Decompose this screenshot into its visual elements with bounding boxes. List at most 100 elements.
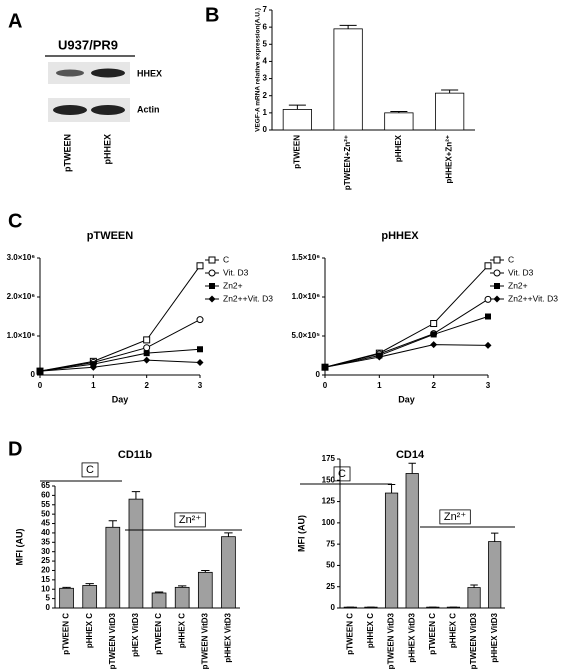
y-tick-label: 6: [263, 22, 268, 31]
y-tick-label: 3: [263, 74, 268, 83]
y-tick-label: 5: [46, 594, 51, 603]
series-line: [39, 265, 201, 372]
y-tick-label: 1.0×10⁶: [7, 331, 36, 340]
error-bar: [390, 110, 408, 113]
series-line: [324, 316, 489, 368]
y-tick-label: 0: [31, 370, 36, 379]
panel-label: A: [8, 10, 22, 32]
error-bar: [131, 491, 141, 500]
error-bar: [470, 584, 478, 588]
error-bar: [387, 484, 396, 494]
x-tick-label: 1: [91, 381, 96, 390]
legend-label: C: [223, 254, 229, 264]
x-tick-label: 2: [431, 381, 436, 390]
x-tick-label: 3: [486, 381, 491, 390]
marker: [209, 283, 215, 289]
x-axis-label: Day: [112, 394, 129, 404]
x-tick-label: pTWEEN VitD3: [469, 612, 478, 669]
x-tick-label: pHHEX C: [366, 613, 375, 648]
bar: [282, 109, 312, 131]
group-box: [174, 512, 206, 528]
series-line: [324, 298, 489, 368]
y-axis-label: MFI (AU): [14, 529, 24, 566]
series-line: [39, 348, 201, 372]
chart-title: pHHEX: [381, 230, 419, 242]
y-tick-label: 150: [322, 475, 336, 484]
legend-label: Zn2++Vit. D3: [508, 293, 558, 303]
group-box: [333, 466, 351, 482]
bar: [488, 541, 502, 609]
x-tick-label: 0: [323, 381, 328, 390]
y-tick-label: 0: [316, 370, 321, 379]
y-tick-label: 75: [326, 539, 335, 548]
blot-strip: [48, 62, 130, 84]
y-tick-label: 50: [41, 509, 50, 518]
y-tick-label: 100: [322, 518, 336, 527]
legend-label: Zn2++Vit. D3: [223, 293, 273, 303]
marker: [36, 367, 44, 375]
y-tick-label: 25: [326, 582, 335, 591]
x-tick-label: pTWEEN C: [62, 613, 71, 655]
band-label: HHEX: [137, 68, 162, 78]
marker: [493, 269, 501, 277]
x-tick-label: 0: [38, 381, 43, 390]
y-tick-label: 1: [263, 108, 268, 117]
marker: [375, 353, 383, 361]
marker: [484, 262, 492, 270]
x-tick-label: pTWEEN VitD3: [200, 612, 209, 669]
y-tick-label: 5: [263, 39, 268, 48]
x-tick-label: pHHEX C: [85, 613, 94, 648]
y-tick-label: 0: [46, 603, 51, 612]
bar: [467, 587, 481, 609]
error-bar: [154, 591, 164, 593]
marker: [485, 313, 491, 320]
y-tick-label: 45: [41, 519, 50, 528]
y-tick-label: 15: [41, 575, 50, 584]
y-tick-label: 5.0×10⁵: [292, 331, 321, 340]
marker: [196, 359, 204, 367]
error-bar: [85, 583, 94, 586]
x-tick-label: pHHEX C: [449, 613, 458, 648]
y-tick-label: 1.5×10⁶: [292, 253, 321, 262]
x-axis-label: Day: [398, 394, 415, 404]
marker: [143, 336, 151, 344]
y-tick-label: 0: [263, 125, 268, 134]
y-tick-label: 7: [263, 5, 268, 14]
legend-label: C: [508, 254, 514, 264]
x-tick-label: pHHEX: [394, 134, 403, 162]
bar: [128, 498, 144, 609]
marker: [208, 269, 216, 277]
group-box: [439, 509, 471, 525]
marker: [197, 346, 203, 353]
marker: [494, 283, 500, 289]
marker: [208, 256, 216, 264]
x-tick-label: pTWEEN VitD3: [387, 612, 396, 669]
x-tick-label: 3: [198, 381, 203, 390]
x-tick-label: 1: [377, 381, 382, 390]
bar: [174, 586, 190, 609]
x-tick-label: pTWEEN VitD3: [108, 612, 117, 669]
y-tick-label: 1.0×10⁶: [292, 292, 321, 301]
y-tick-label: 55: [41, 500, 50, 509]
bar: [82, 585, 98, 609]
group-label: Zn²⁺: [179, 514, 202, 526]
y-tick-label: 175: [322, 454, 336, 463]
bar: [435, 92, 465, 131]
error-bar: [62, 586, 71, 589]
marker: [208, 295, 216, 303]
group-label: C: [86, 464, 94, 476]
marker: [196, 316, 204, 324]
x-tick-label: pHHEX+Zn²⁺: [445, 135, 454, 183]
x-tick-label: pTWEEN C: [154, 613, 163, 655]
y-axis-label: VEGF-A mRNA relative expression(A.U.): [255, 8, 262, 132]
marker: [484, 341, 492, 349]
band-label: Actin: [137, 104, 160, 114]
y-tick-label: 40: [41, 528, 50, 537]
marker: [493, 295, 501, 303]
x-tick-label: pTWEEN C: [345, 613, 354, 655]
legend-label: Zn2+: [223, 280, 243, 290]
chart-title: pTWEEN: [87, 230, 133, 242]
legend-label: Zn2+: [508, 280, 528, 290]
bar: [197, 571, 213, 609]
y-tick-label: 4: [263, 57, 268, 66]
